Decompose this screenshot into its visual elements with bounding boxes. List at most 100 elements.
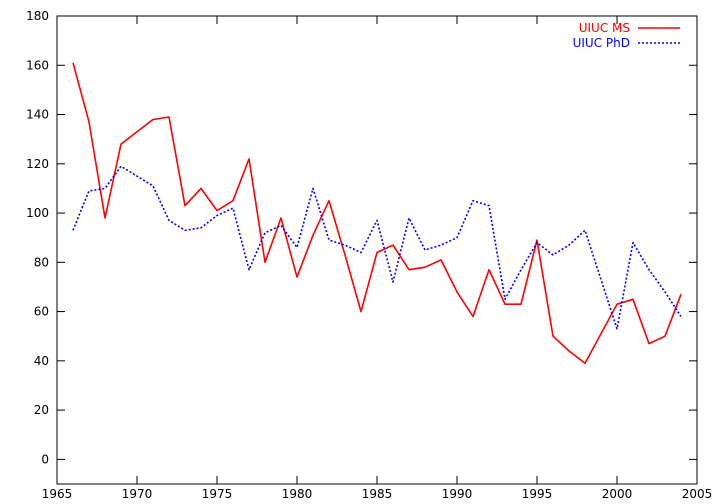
- x-tick-label: 1970: [122, 487, 153, 501]
- data-point: [344, 254, 346, 256]
- data-point: [488, 205, 490, 207]
- data-point: [600, 279, 602, 281]
- data-point: [296, 276, 298, 278]
- data-point: [184, 229, 186, 231]
- data-point: [296, 247, 298, 249]
- data-point: [360, 311, 362, 313]
- y-axis: 0 20 40 60 80 100 120 140 160 180: [26, 9, 697, 466]
- series-line-phd: [72, 165, 682, 330]
- data-point: [408, 217, 410, 219]
- data-point: [424, 249, 426, 251]
- data-point: [232, 200, 234, 202]
- data-point: [488, 269, 490, 271]
- data-point: [568, 244, 570, 246]
- data-point: [408, 269, 410, 271]
- y-tick-label: 0: [41, 452, 49, 466]
- legend-label: UIUC MS: [579, 21, 630, 35]
- x-tick-label: 1965: [42, 487, 73, 501]
- data-point: [664, 335, 666, 337]
- data-point: [472, 200, 474, 202]
- data-point: [616, 328, 618, 330]
- data-point: [312, 234, 314, 236]
- data-point: [248, 269, 250, 271]
- data-point: [72, 229, 74, 231]
- data-point: [440, 259, 442, 261]
- data-point: [280, 217, 282, 219]
- data-point: [88, 121, 90, 123]
- data-point: [664, 291, 666, 293]
- data-point: [264, 262, 266, 264]
- data-point: [552, 335, 554, 337]
- data-point: [312, 188, 314, 190]
- data-point: [216, 215, 218, 217]
- y-tick-label: 140: [26, 108, 49, 122]
- data-point: [504, 303, 506, 305]
- data-point: [136, 131, 138, 133]
- x-tick-label: 2005: [682, 487, 713, 501]
- data-point: [280, 225, 282, 227]
- data-point: [72, 62, 74, 64]
- data-point: [200, 188, 202, 190]
- data-point: [152, 185, 154, 187]
- data-point: [104, 217, 106, 219]
- data-point: [520, 269, 522, 271]
- x-tick-label: 1985: [362, 487, 393, 501]
- data-point: [344, 244, 346, 246]
- data-point: [584, 363, 586, 365]
- data-point: [648, 269, 650, 271]
- data-point: [616, 303, 618, 305]
- y-tick-label: 180: [26, 9, 49, 23]
- data-point: [648, 343, 650, 345]
- x-tick-label: 1995: [522, 487, 553, 501]
- data-point: [472, 316, 474, 318]
- legend-label: UIUC PhD: [573, 36, 630, 50]
- data-point: [456, 237, 458, 239]
- data-point: [232, 207, 234, 209]
- data-point: [424, 266, 426, 268]
- data-point: [440, 244, 442, 246]
- x-tick-label: 2000: [602, 487, 633, 501]
- y-tick-label: 160: [26, 58, 49, 72]
- data-point: [168, 116, 170, 118]
- data-point: [392, 244, 394, 246]
- series-group: [72, 62, 682, 365]
- data-point: [520, 303, 522, 305]
- data-point: [392, 281, 394, 283]
- data-point: [120, 143, 122, 145]
- data-point: [328, 200, 330, 202]
- data-point: [88, 190, 90, 192]
- x-tick-label: 1990: [442, 487, 473, 501]
- plot-frame: [56, 15, 698, 485]
- data-point: [360, 252, 362, 254]
- data-point: [552, 254, 554, 256]
- y-tick-label: 80: [34, 255, 49, 269]
- data-point: [376, 220, 378, 222]
- data-point: [168, 220, 170, 222]
- y-tick-label: 20: [34, 403, 49, 417]
- y-tick-label: 40: [34, 354, 49, 368]
- data-point: [184, 205, 186, 207]
- data-point: [248, 158, 250, 160]
- data-point: [536, 239, 538, 241]
- data-point: [600, 333, 602, 335]
- data-point: [568, 350, 570, 352]
- y-tick-label: 100: [26, 206, 49, 220]
- data-point: [504, 298, 506, 300]
- data-point: [680, 294, 682, 296]
- data-point: [136, 175, 138, 177]
- data-point: [456, 291, 458, 293]
- data-point: [200, 227, 202, 229]
- x-tick-label: 1980: [282, 487, 313, 501]
- data-point: [632, 242, 634, 244]
- data-point: [632, 298, 634, 300]
- y-tick-label: 60: [34, 305, 49, 319]
- data-point: [680, 316, 682, 318]
- y-tick-label: 120: [26, 157, 49, 171]
- data-point: [376, 252, 378, 254]
- data-point: [328, 239, 330, 241]
- data-point: [216, 210, 218, 212]
- x-tick-label: 1975: [202, 487, 233, 501]
- data-point: [104, 188, 106, 190]
